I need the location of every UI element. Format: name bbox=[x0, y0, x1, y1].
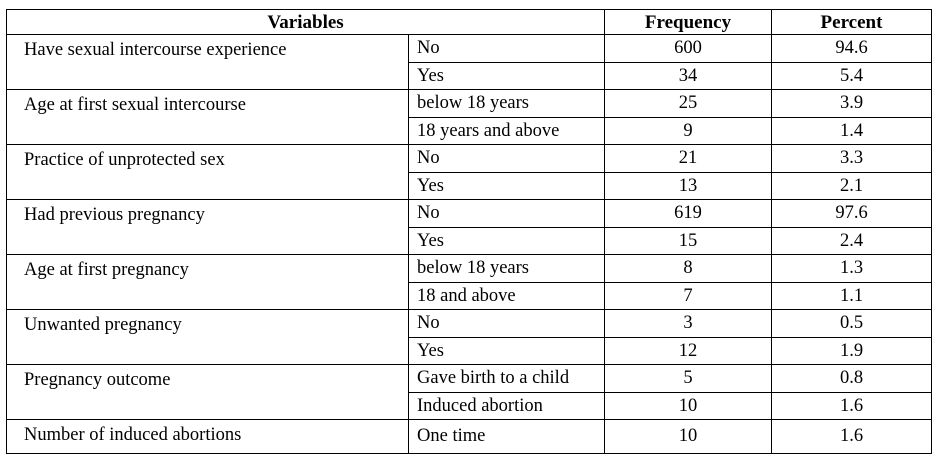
percent-cell: 97.6 bbox=[771, 199, 932, 228]
frequency-cell: 8 bbox=[604, 254, 772, 283]
frequency-cell: 25 bbox=[604, 89, 772, 118]
table-row: Had previous pregnancy No 619 97.6 bbox=[6, 199, 932, 255]
category-cell: 18 and above bbox=[408, 281, 605, 310]
frequency-cell: 619 bbox=[604, 199, 772, 228]
table-row: Pregnancy outcome Gave birth to a child 5 0… bbox=[6, 364, 932, 420]
variable-cell: Pregnancy outcome bbox=[6, 364, 409, 420]
table-row: Yes 12 1.9 bbox=[7, 336, 932, 365]
percent-cell: 3.3 bbox=[771, 144, 932, 173]
percent-cell: 3.9 bbox=[771, 89, 932, 118]
variable-cell: Have sexual intercourse experience bbox=[6, 34, 409, 90]
header-variables: Variables bbox=[6, 9, 605, 35]
frequency-cell: 12 bbox=[604, 336, 772, 365]
variable-cell: Unwanted pregnancy bbox=[6, 309, 409, 365]
variable-cell: Had previous pregnancy bbox=[6, 199, 409, 255]
percent-cell: 1.3 bbox=[771, 254, 932, 283]
table-row: Induced abortion 10 1.6 bbox=[7, 391, 932, 420]
percent-cell: 0.5 bbox=[771, 309, 932, 338]
frequency-cell: 34 bbox=[604, 61, 772, 90]
category-cell: No bbox=[408, 144, 605, 173]
table-row: Yes 34 5.4 bbox=[7, 61, 932, 90]
category-cell: Gave birth to a child bbox=[408, 364, 605, 393]
table-row: Unwanted pregnancy No 3 0.5 bbox=[6, 309, 932, 365]
percent-cell: 5.4 bbox=[771, 61, 932, 90]
category-cell: Induced abortion bbox=[408, 391, 605, 420]
table-row: Age at first sexual intercourse below 18 … bbox=[6, 89, 932, 145]
frequency-cell: 10 bbox=[604, 419, 772, 454]
percent-cell: 1.9 bbox=[771, 336, 932, 365]
data-table: Variables Frequency Percent Have sexual … bbox=[6, 9, 932, 454]
percent-cell: 2.4 bbox=[771, 226, 932, 255]
variable-cell: Age at first pregnancy bbox=[6, 254, 409, 310]
category-cell: Yes bbox=[408, 226, 605, 255]
category-cell: No bbox=[408, 309, 605, 338]
variable-cell: Practice of unprotected sex bbox=[6, 144, 409, 200]
frequency-cell: 7 bbox=[604, 281, 772, 310]
category-cell: No bbox=[408, 34, 605, 63]
table-row: Yes 13 2.1 bbox=[7, 171, 932, 200]
frequency-cell: 9 bbox=[604, 116, 772, 145]
category-cell: below 18 years bbox=[408, 254, 605, 283]
category-cell: No bbox=[408, 199, 605, 228]
variable-cell: Age at first sexual intercourse bbox=[6, 89, 409, 145]
table-container: Variables Frequency Percent Have sexual … bbox=[6, 9, 932, 454]
frequency-cell: 21 bbox=[604, 144, 772, 173]
category-cell: One time bbox=[408, 419, 605, 454]
header-row: Variables Frequency Percent bbox=[6, 9, 932, 35]
header-percent: Percent bbox=[771, 9, 932, 35]
percent-cell: 2.1 bbox=[771, 171, 932, 200]
frequency-cell: 5 bbox=[604, 364, 772, 393]
table-row: Yes 15 2.4 bbox=[7, 226, 932, 255]
table-row: Have sexual intercourse experience No 600 9… bbox=[6, 34, 932, 90]
table-row: Age at first pregnancy below 18 years 8 1.3 bbox=[6, 254, 932, 310]
percent-cell: 1.6 bbox=[771, 419, 932, 454]
frequency-cell: 13 bbox=[604, 171, 772, 200]
percent-cell: 1.1 bbox=[771, 281, 932, 310]
percent-cell: 0.8 bbox=[771, 364, 932, 393]
percent-cell: 1.4 bbox=[771, 116, 932, 145]
percent-cell: 1.6 bbox=[771, 391, 932, 420]
frequency-cell: 600 bbox=[604, 34, 772, 63]
category-cell: Yes bbox=[408, 336, 605, 365]
header-frequency: Frequency bbox=[604, 9, 772, 35]
table-row: 18 and above 7 1.1 bbox=[7, 281, 932, 310]
frequency-cell: 3 bbox=[604, 309, 772, 338]
category-cell: 18 years and above bbox=[408, 116, 605, 145]
table-row: 18 years and above 9 1.4 bbox=[7, 116, 932, 145]
percent-cell: 94.6 bbox=[771, 34, 932, 63]
category-cell: below 18 years bbox=[408, 89, 605, 118]
table-body: Have sexual intercourse experience No 600 9… bbox=[6, 34, 932, 454]
category-cell: Yes bbox=[408, 61, 605, 90]
variable-cell: Number of induced abortions bbox=[6, 419, 409, 454]
table-row: Number of induced abortions One time 10 1.6 bbox=[6, 419, 932, 454]
frequency-cell: 10 bbox=[604, 391, 772, 420]
category-cell: Yes bbox=[408, 171, 605, 200]
frequency-cell: 15 bbox=[604, 226, 772, 255]
table-row: Practice of unprotected sex No 21 3.3 bbox=[6, 144, 932, 200]
